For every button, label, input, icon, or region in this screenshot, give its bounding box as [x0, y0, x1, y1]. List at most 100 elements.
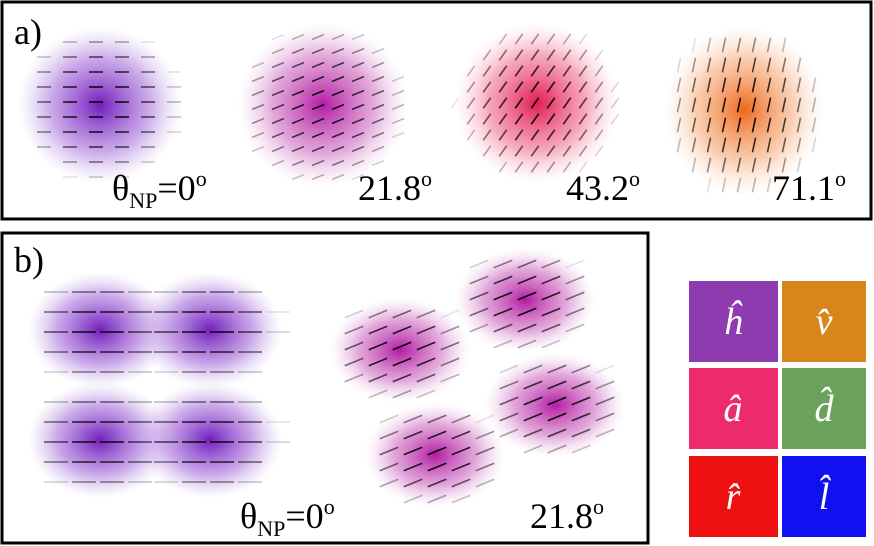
polarization-dash [344, 325, 364, 335]
polarization-dash [351, 117, 365, 125]
polarization-dash [498, 97, 508, 109]
subscript: NP [257, 516, 285, 541]
polarization-dash [547, 412, 567, 422]
polarization-dash [475, 446, 495, 456]
polarization-dash [351, 159, 365, 167]
polarization-dash [344, 373, 364, 383]
value: =0 [285, 496, 323, 536]
polarization-dash [271, 103, 285, 111]
superscript: o [629, 166, 640, 191]
polarization-dash [392, 341, 412, 351]
panel-label: b) [14, 240, 44, 280]
polarization-dash [271, 61, 285, 69]
polarization-dash [517, 275, 537, 285]
polarization-dash [469, 275, 489, 285]
polarization-dash [427, 446, 447, 456]
polarization-dash [565, 307, 585, 317]
polarization-dash [751, 177, 757, 193]
polarization-dash [499, 380, 519, 390]
polarization-dash [331, 61, 345, 69]
polarization-dash [499, 396, 519, 406]
polarization-dash [391, 75, 405, 83]
intensity-blob [485, 353, 625, 457]
polarization-dash [392, 373, 412, 383]
polarization-dash [766, 57, 772, 73]
polarization-dash [498, 49, 508, 61]
polarization-dash [578, 49, 588, 61]
polarization-dash [498, 81, 508, 93]
polarization-dash [578, 145, 588, 157]
polarization-dash [736, 57, 742, 73]
polarization-dash [736, 117, 742, 133]
polarization-dash [379, 462, 399, 472]
polarization-dash [291, 173, 305, 181]
polarization-dash [530, 145, 540, 157]
polarization-dash [416, 325, 436, 335]
blobs [18, 23, 824, 507]
polarization-dash [610, 81, 620, 93]
superscript: o [196, 166, 207, 191]
polarization-dash [403, 478, 423, 488]
value: 21.8 [358, 168, 421, 208]
polarization-dash [610, 113, 620, 125]
polarization-dash [562, 113, 572, 125]
polarization-dash [466, 129, 476, 141]
polarization-dash [416, 309, 436, 319]
polarization-dash [351, 173, 365, 181]
polarization-dash [331, 47, 345, 55]
polarization-dash [706, 77, 712, 93]
polarization-dash [562, 49, 572, 61]
polarization-dash [594, 65, 604, 77]
value: 71.1 [772, 168, 835, 208]
polarization-dash [379, 430, 399, 440]
polarization-dash [475, 414, 495, 424]
polarization-dash [523, 380, 543, 390]
polarization-dash [416, 341, 436, 351]
polarization-dash [392, 325, 412, 335]
polarization-dash [427, 494, 447, 504]
polarization-dash [466, 113, 476, 125]
polarization-dash [514, 97, 524, 109]
polarization-dash [571, 412, 591, 422]
polarization-dash [493, 275, 513, 285]
legend-swatch [689, 281, 778, 362]
polarization-dash [371, 47, 385, 55]
polarization-dash [482, 113, 492, 125]
polarization-dash [562, 33, 572, 45]
polarization-dash [331, 89, 345, 97]
polarization-dash [530, 65, 540, 77]
polarization-dash [562, 81, 572, 93]
polarization-dash [291, 89, 305, 97]
polarization-dash [571, 396, 591, 406]
legend-swatch [689, 456, 778, 537]
polarization-dash [271, 117, 285, 125]
polarization-dash [546, 49, 556, 61]
value: =0 [157, 168, 195, 208]
intensity-blob [455, 248, 595, 352]
polarization-dash [368, 389, 388, 399]
polarization-dash [451, 478, 471, 488]
polarization-dash [523, 444, 543, 454]
polarization-dash [271, 159, 285, 167]
polarization-dash [517, 339, 537, 349]
polarization-dash [547, 380, 567, 390]
polarization-dash [541, 291, 561, 301]
polarization-dash [271, 33, 285, 41]
polarization-dash [466, 65, 476, 77]
intensity-blob [18, 27, 182, 183]
polarization-dash [331, 33, 345, 41]
polarization-dash [251, 131, 265, 139]
polarization-dash [514, 113, 524, 125]
polarization-dash [530, 129, 540, 141]
polarization-dash [811, 77, 817, 93]
polarization-dash [766, 37, 772, 53]
intensity-blob [455, 23, 619, 183]
polarization-dash [578, 113, 588, 125]
polarization-dash [440, 341, 460, 351]
legend: ĥ v̂ â d̂ r̂ l̂ [689, 281, 866, 537]
polarization-dash [811, 137, 817, 153]
polarization-dash [371, 103, 385, 111]
polarization-dash [271, 89, 285, 97]
